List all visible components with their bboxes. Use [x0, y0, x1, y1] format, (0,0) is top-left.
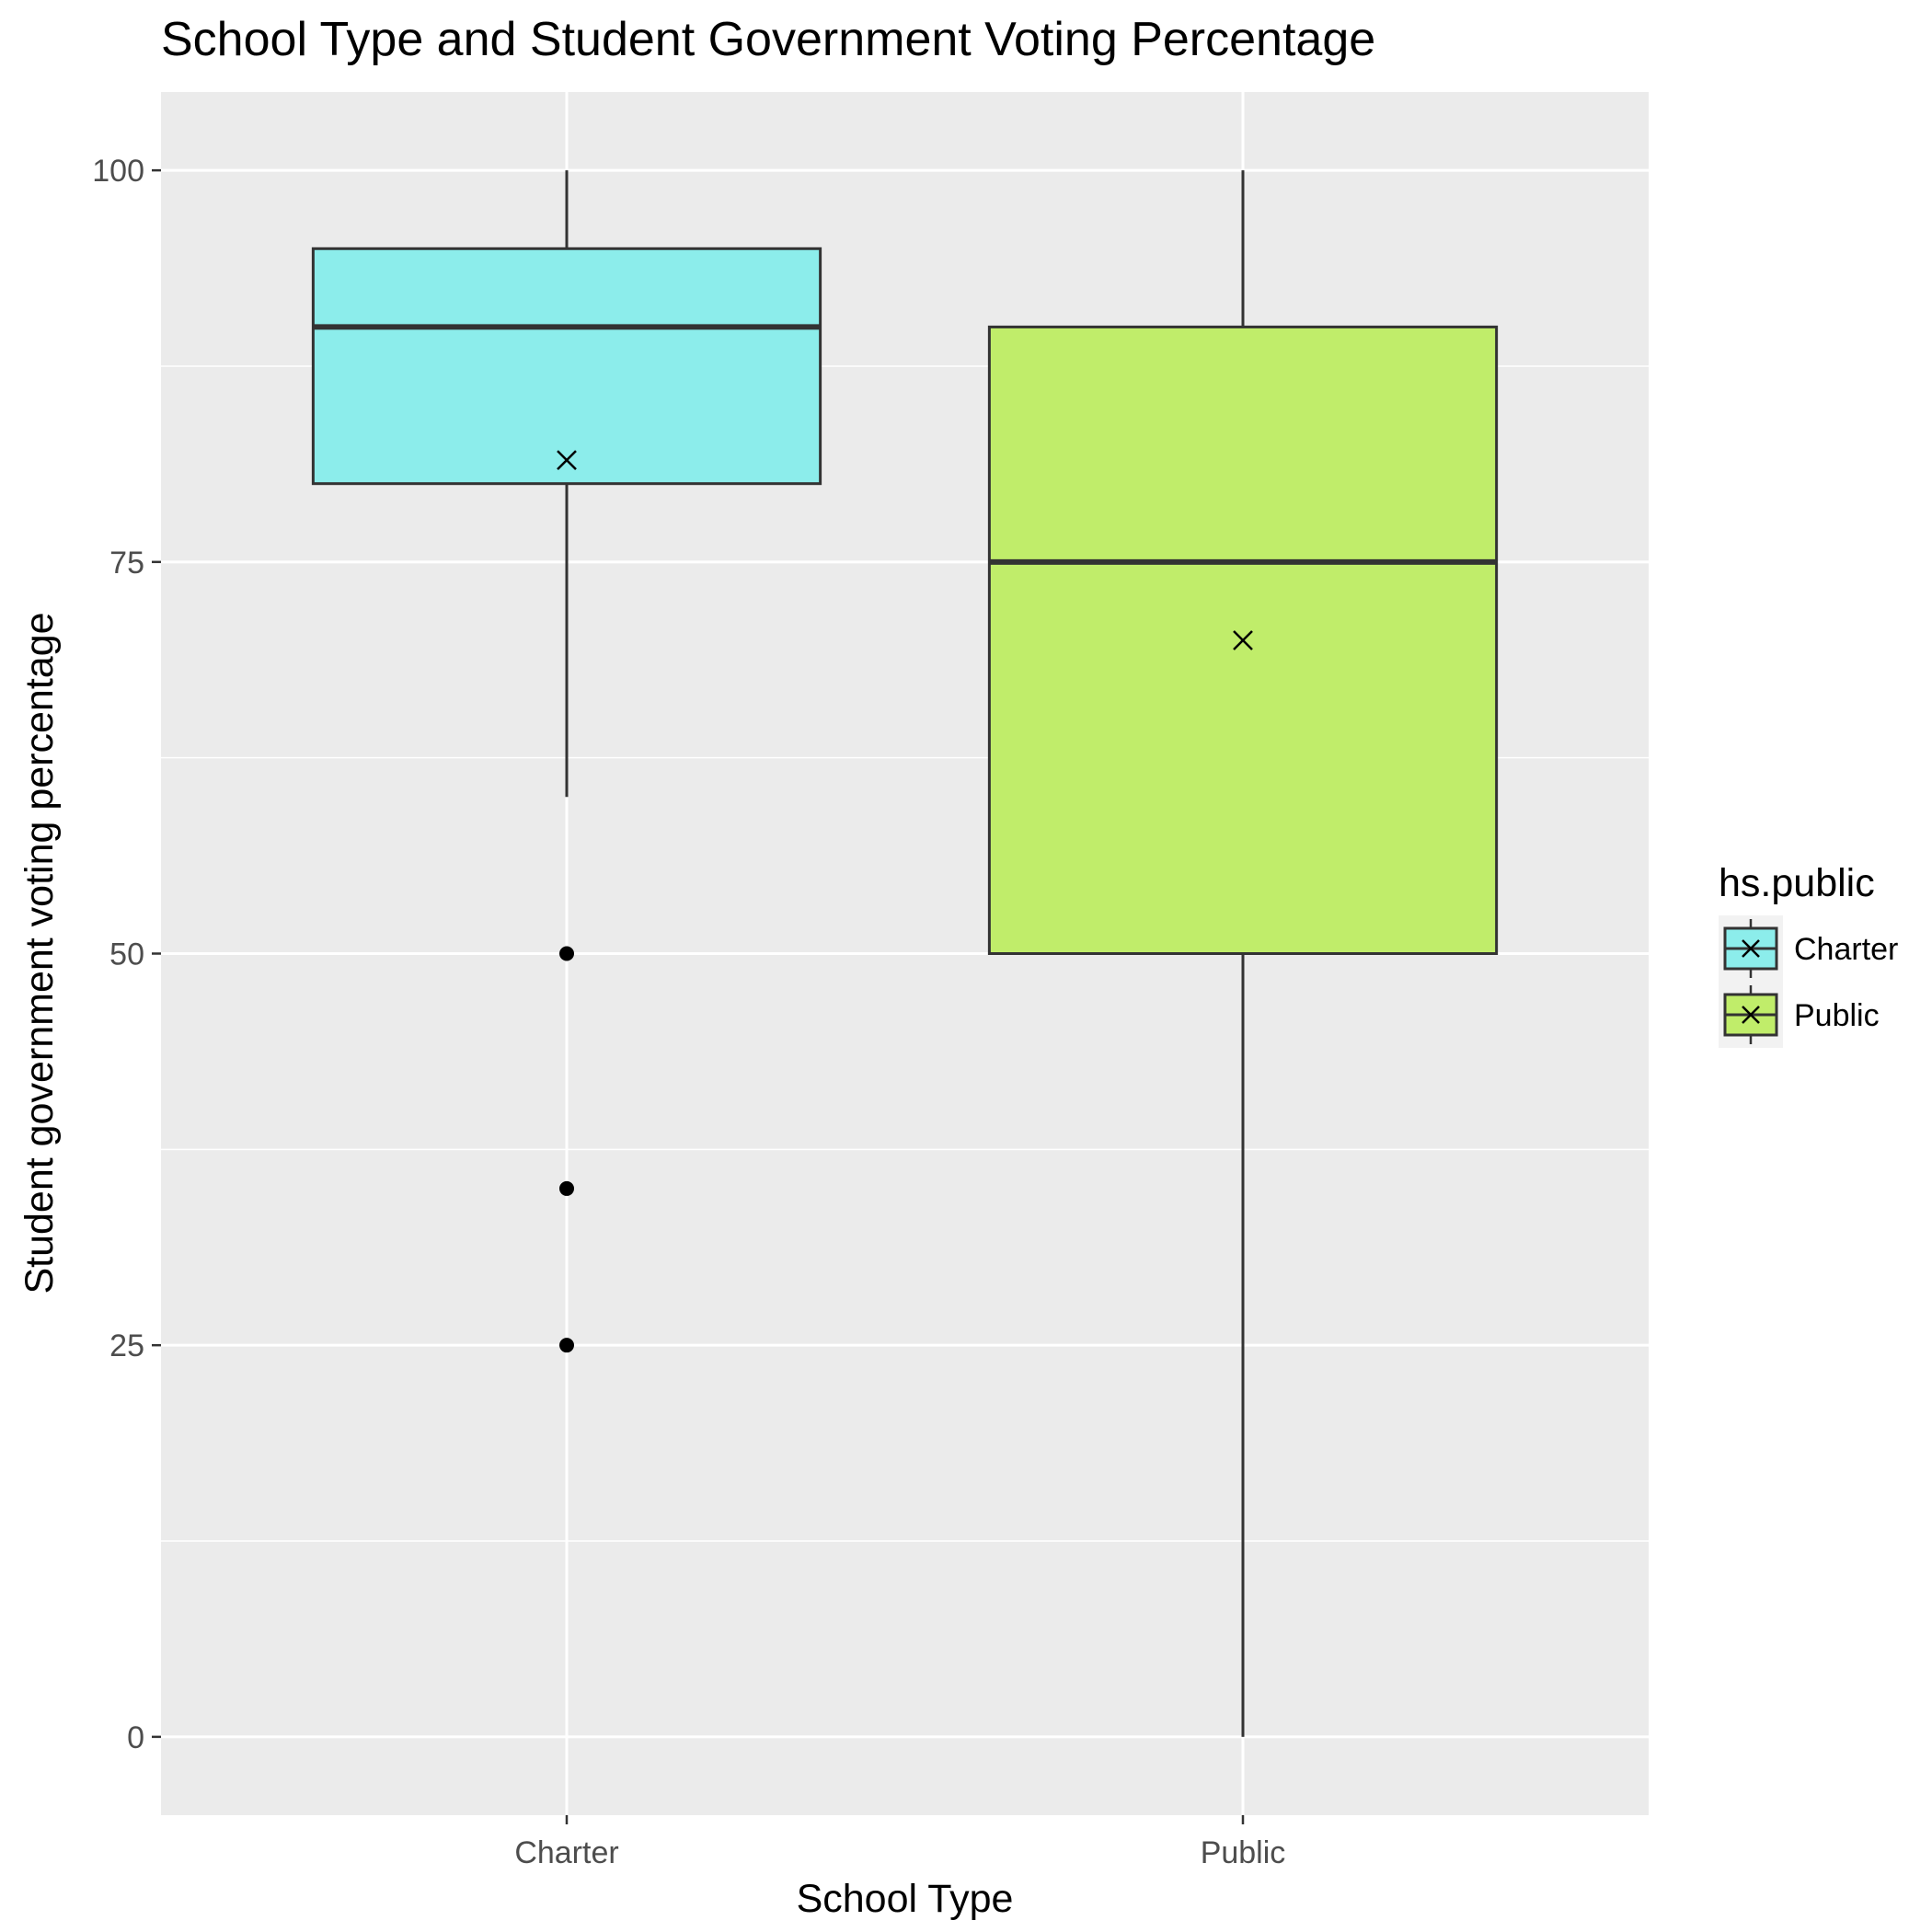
legend-key-charter: [1719, 915, 1783, 982]
legend-key-public: [1719, 982, 1783, 1048]
legend-key-mean-stroke: [1742, 1006, 1760, 1024]
x-tick-label: Charter: [514, 1835, 618, 1870]
box-body: [311, 247, 822, 486]
mean-marker: [557, 450, 577, 471]
chart-title: School Type and Student Government Votin…: [161, 13, 1375, 66]
x-tick-label: Public: [1201, 1835, 1286, 1870]
outlier-point: [559, 946, 574, 961]
legend-label: Public: [1794, 998, 1880, 1033]
axes: 0 25 50 75 100 Charter Public: [92, 154, 1285, 1870]
x-axis-title: School Type: [797, 1877, 1014, 1921]
y-tick-label: 25: [109, 1328, 144, 1363]
y-tick-label: 75: [109, 546, 144, 581]
mean-marker: [1233, 630, 1253, 650]
legend-label: Charter: [1794, 932, 1898, 967]
y-tick-label: 0: [127, 1720, 144, 1755]
legend: hs.public Charter Public: [1719, 861, 1898, 1048]
legend-title: hs.public: [1719, 861, 1875, 905]
y-tick-label: 100: [92, 154, 144, 189]
mean-marker-stroke: [1233, 630, 1253, 650]
box-series: [311, 170, 1499, 1737]
y-axis-title: Student government voting percentage: [17, 612, 62, 1294]
mean-marker-stroke: [557, 450, 577, 471]
box-public: [987, 170, 1499, 1737]
outlier-point: [559, 1180, 574, 1196]
y-tick-label: 50: [109, 937, 144, 972]
legend-key-mean-stroke: [1742, 939, 1760, 958]
box-charter: [311, 170, 822, 1353]
outlier-point: [559, 1338, 574, 1353]
